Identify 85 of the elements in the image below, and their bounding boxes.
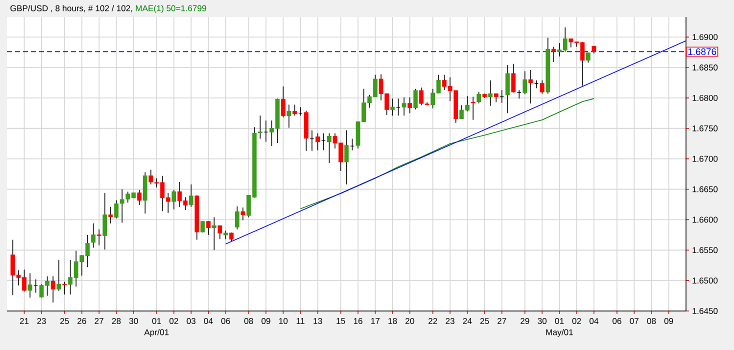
x-tick-label: 04: [590, 318, 598, 324]
x-tick-label: 26: [78, 318, 86, 324]
candlestick: [476, 91, 482, 104]
x-tick-label: 16: [354, 318, 362, 324]
candlestick: [102, 192, 108, 250]
x-tick-label: 29: [520, 318, 530, 324]
candlestick: [218, 225, 222, 240]
candlestick: [551, 46, 556, 62]
x-tick-label: 03: [186, 318, 196, 324]
candlestick: [200, 221, 205, 233]
text: May/01: [546, 329, 573, 337]
candlestick: [28, 272, 32, 298]
x-tick-label: 27: [94, 318, 104, 324]
x-tick-label: 10: [279, 318, 288, 324]
y-tick-label: 1.6600: [692, 216, 718, 223]
candlestick: [413, 88, 418, 110]
candlestick: [212, 216, 216, 251]
x-tick-label: 23: [37, 318, 46, 324]
candlestick: [96, 229, 102, 246]
x-tick-label: 11: [296, 318, 304, 324]
y-tick-label: 1.6650: [692, 186, 718, 192]
x-tick-label: 30: [129, 318, 138, 324]
candlestick: [137, 189, 142, 206]
x-tick-label: 08: [647, 318, 656, 324]
x-tick-label: 27: [498, 318, 506, 324]
text: MAE(1) 50=1.6799: [136, 5, 206, 13]
y-tick-label: 1.6800: [692, 94, 718, 101]
candlestick: [172, 189, 176, 210]
x-tick-label: 15: [336, 318, 346, 324]
candlestick: [286, 104, 292, 128]
x-tick-label: 23: [446, 318, 454, 324]
y-tick-label: 1.6750: [692, 125, 718, 132]
x-tick-label: 18: [388, 318, 397, 324]
line-series: [300, 98, 594, 210]
x-tick-label: 20: [406, 318, 414, 324]
x-tick-label: 09: [262, 318, 270, 324]
y-tick-label: 1.6700: [692, 156, 718, 162]
x-tick-label: 17: [371, 318, 380, 324]
candlestick: [206, 221, 211, 236]
candlestick: [91, 222, 96, 248]
x-tick-label: 25: [60, 318, 69, 324]
y-tick-label: 1.6550: [692, 247, 718, 254]
candlestick: [505, 64, 510, 114]
ref-line-label: 1.6876: [688, 48, 716, 56]
y-tick-label: 1.6450: [692, 308, 718, 314]
x-tick-label: 06: [612, 318, 622, 324]
candlestick: [234, 206, 240, 230]
candlestick: [586, 52, 590, 64]
candlestick: [240, 207, 246, 221]
candlestick: [408, 96, 412, 114]
x-tick-label: 02: [572, 318, 581, 324]
x-tick-label: 25: [480, 318, 489, 324]
x-tick-label: 01: [555, 318, 564, 324]
candlestick: [540, 80, 544, 94]
candlestick: [50, 276, 56, 303]
candlestick: [108, 206, 113, 224]
chart-title: GBP/USD , 8 hours, # 102 / 102,: [10, 5, 132, 12]
y-tick-label: 1.6850: [692, 64, 718, 71]
x-tick-label: 02: [169, 318, 178, 324]
x-tick-label: 30: [538, 318, 547, 324]
candlestick: [402, 96, 406, 116]
candlestick: [390, 98, 395, 116]
x-tick-label: 28: [112, 318, 121, 324]
y-tick-label: 1.6500: [692, 278, 718, 284]
x-tick-label: 24: [463, 318, 472, 324]
x-tick-label: 01: [152, 318, 161, 324]
candlestick: [528, 70, 533, 104]
y-tick-label: 1.6900: [692, 34, 718, 40]
x-tick-label: 13: [314, 318, 322, 324]
x-tick-label: 22: [428, 318, 438, 324]
candlestick: [120, 188, 124, 224]
candlestick: [511, 63, 516, 93]
text: Apr/01: [144, 329, 169, 337]
x-tick-label: 09: [664, 318, 674, 324]
candlestick: [188, 184, 194, 208]
x-tick-label: 07: [630, 318, 638, 324]
x-tick-label: 08: [244, 318, 254, 324]
candlestick: [344, 130, 349, 185]
candlestick: [114, 200, 119, 219]
x-tick-label: 06: [221, 318, 230, 324]
x-tick-label: 21: [20, 318, 29, 324]
candlestick: [488, 80, 493, 106]
candlestick: [56, 259, 61, 292]
candlestick: [281, 86, 286, 118]
x-tick-label: 04: [204, 318, 213, 324]
